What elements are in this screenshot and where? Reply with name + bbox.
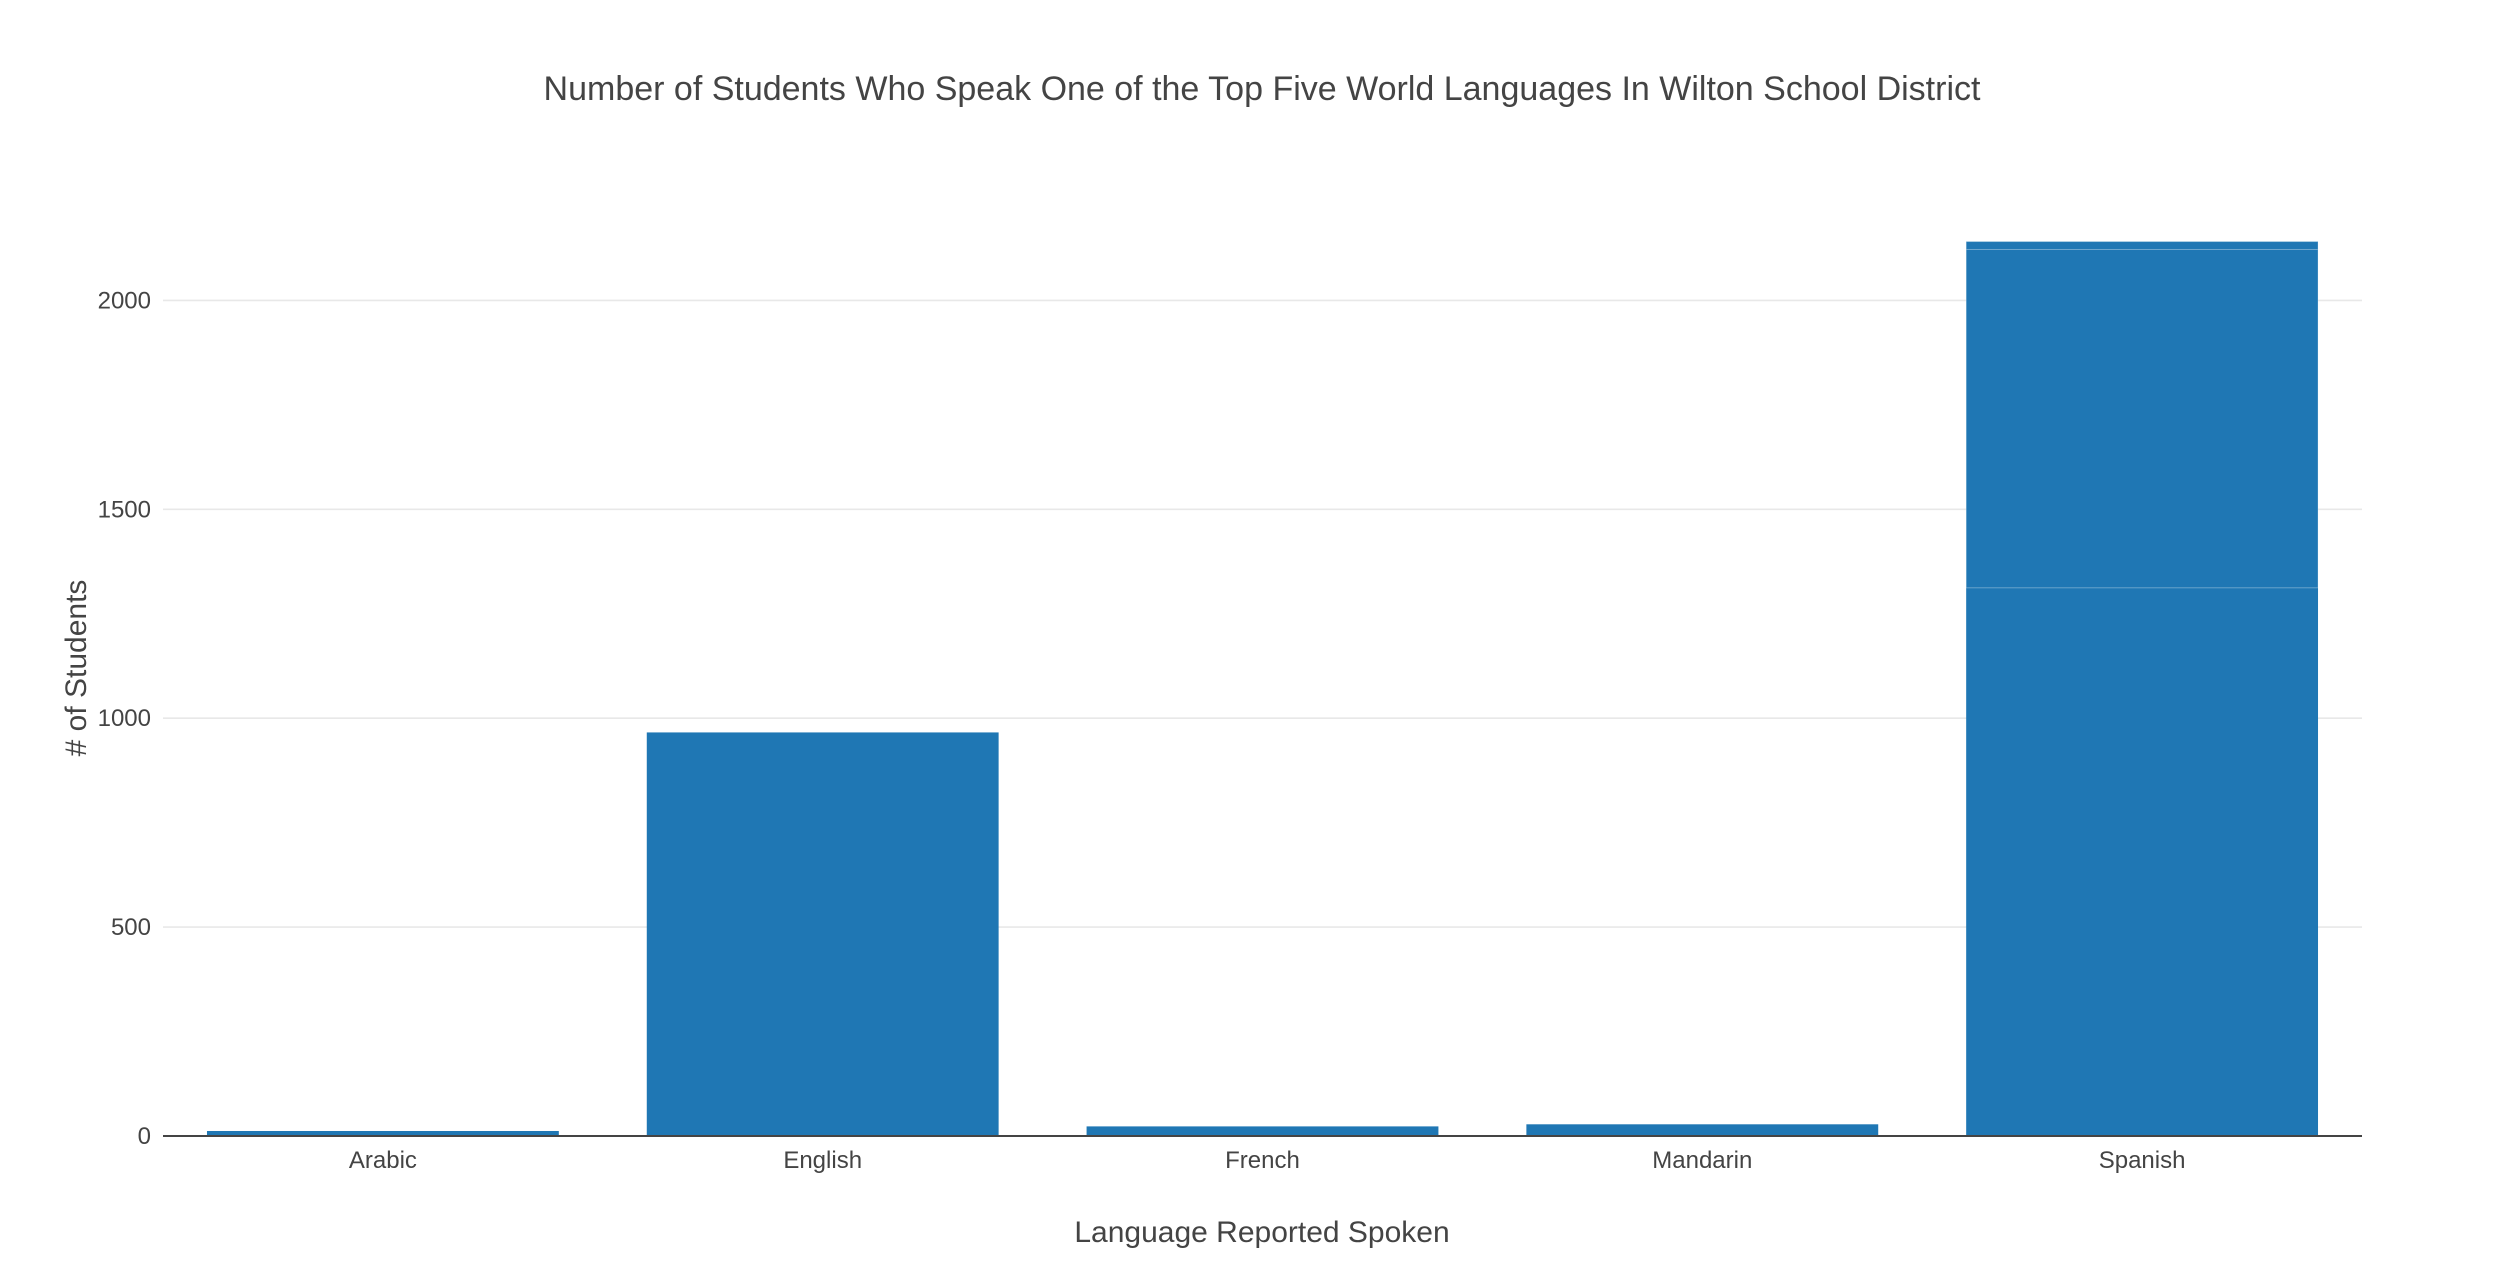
y-tick-label: 0 [138,1123,151,1150]
y-tick-label: 2000 [98,287,151,314]
y-axis-title: # of Students [60,580,93,757]
bar-french[interactable] [1086,1126,1439,1136]
x-tick-label: Spanish [2099,1147,2186,1174]
x-tick-label: Mandarin [1652,1147,1752,1174]
chart-title: Number of Students Who Speak One of the … [544,70,1981,108]
bar-english[interactable] [646,732,999,1136]
x-tick-labels: Arabic English French Mandarin Spanish [349,1147,2186,1174]
x-tick-label: English [783,1147,862,1174]
x-tick-label: Arabic [349,1147,417,1174]
y-tick-label: 500 [111,914,151,941]
y-tick-labels: 0 500 1000 1500 2000 [98,287,151,1150]
bar-spanish-segment[interactable] [1965,248,2319,589]
bar-spanish-segment[interactable] [1965,241,2319,250]
y-tick-label: 1000 [98,705,151,732]
y-tick-label: 1500 [98,496,151,523]
bars [206,241,2319,1136]
x-axis-title: Language Reported Spoken [1074,1216,1449,1249]
bar-arabic[interactable] [206,1130,559,1136]
bar-mandarin[interactable] [1526,1124,1879,1136]
x-tick-label: French [1225,1147,1300,1174]
bar-spanish-segment[interactable] [1966,587,2319,1136]
